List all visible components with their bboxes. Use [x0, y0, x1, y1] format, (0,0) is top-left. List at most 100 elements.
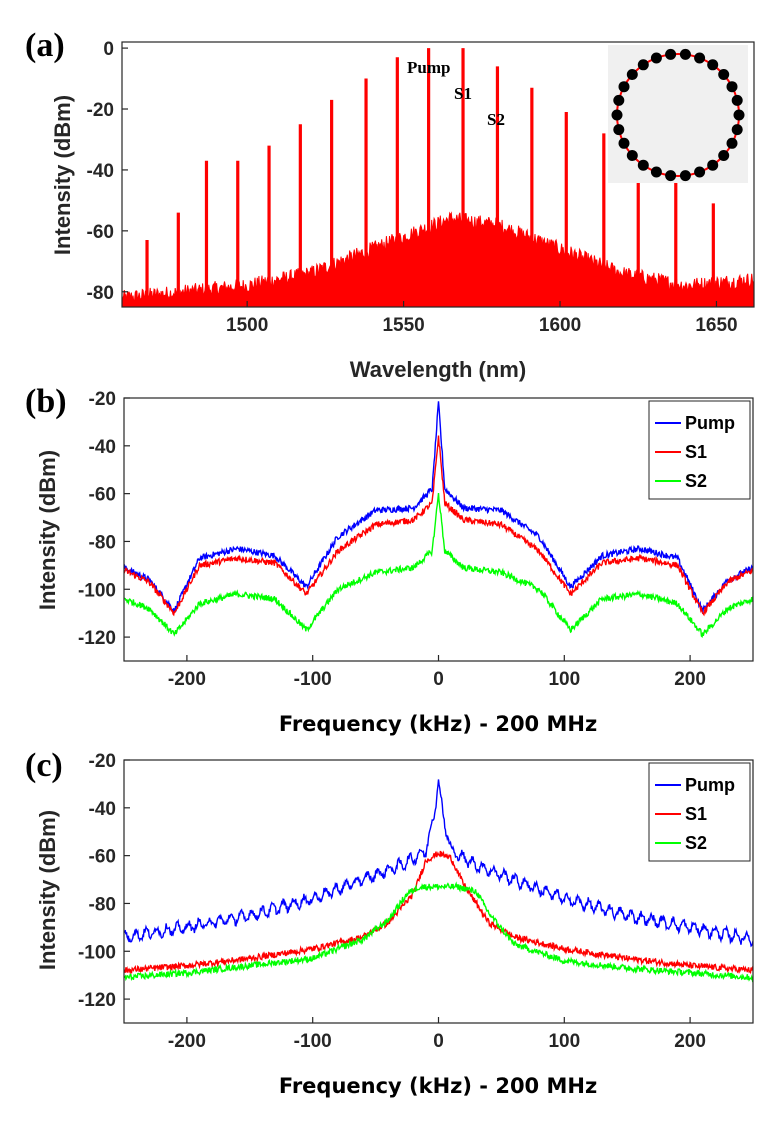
- panel-b-plot-area: [124, 401, 753, 638]
- panel-a-xtick-label: 1550: [382, 315, 424, 336]
- ring-dot: [707, 159, 719, 171]
- ring-dot: [726, 81, 738, 93]
- series-line-s2: [124, 881, 753, 983]
- panel-b-ytick-label: -20: [89, 389, 116, 410]
- series-line-pump: [124, 401, 753, 614]
- annotation-s1: S1: [454, 84, 472, 103]
- panel-a-ytick-label: -40: [87, 161, 114, 182]
- panel-c-ytick-label: -100: [78, 942, 116, 963]
- ring-dot: [613, 124, 625, 136]
- panel-a-label: (a): [25, 27, 65, 64]
- panel-c-ylabel: Intensity (dBm): [35, 810, 60, 970]
- panel-a-xlabel: Wavelength (nm): [350, 357, 526, 382]
- legend-label-s1: S1: [685, 804, 707, 824]
- ring-dot: [626, 69, 638, 80]
- ring-dot: [731, 124, 743, 136]
- panel-b-xtick-label: 0: [433, 669, 444, 690]
- ring-dot: [679, 170, 691, 182]
- ring-dot: [650, 166, 662, 178]
- ring-resonator-inset: [608, 45, 748, 183]
- panel-a-xtick-label: 1650: [695, 315, 737, 336]
- noise-floor-area: [122, 211, 754, 307]
- panel-b-legend: Pump S1 S2: [648, 400, 751, 500]
- panel-c-plot-area: [124, 779, 753, 983]
- panel-a-series: [122, 48, 754, 307]
- panel-c-ytick-label: -20: [89, 751, 116, 772]
- panel-b-xtick-label: 200: [674, 669, 706, 690]
- panel-b-xtick-label: -200: [168, 669, 206, 690]
- panel-b: (b) -200 -100 0 100 200-20-40-60-80-100-120 …: [25, 383, 754, 736]
- panel-b-ytick-label: -40: [89, 437, 116, 458]
- panel-c-xlabel: Frequency (kHz) - 200 MHz: [279, 1074, 597, 1098]
- panel-a-ytick-label: -60: [87, 222, 114, 243]
- panel-a-axes-box: [121, 41, 755, 308]
- legend-label-pump: Pump: [685, 775, 735, 795]
- panel-b-ytick-label: -100: [78, 580, 116, 601]
- panel-a-ytick-label: -80: [87, 283, 114, 304]
- panel-c-ytick-label: -80: [89, 894, 116, 915]
- panel-a-ticks: 1500 1550 1600 1650 0 -20 -40 -60 -80: [87, 39, 738, 336]
- panel-c-xtick-label: -100: [294, 1031, 332, 1052]
- ring-dot: [665, 48, 677, 60]
- panel-a-xtick-label: 1600: [539, 315, 581, 336]
- ring-dot: [726, 137, 738, 149]
- panel-c-xtick-label: -200: [168, 1031, 206, 1052]
- panel-a: (a) 1500 1550 1600 1650 0 -20 -40 -60 -80 Wavele…: [25, 27, 755, 382]
- ring-dot: [650, 52, 662, 64]
- panel-b-ytick-label: -60: [89, 485, 116, 506]
- ring-dot: [618, 137, 630, 149]
- panel-b-ytick-label: -120: [78, 628, 116, 649]
- panel-a-plot-area: [122, 48, 754, 307]
- panel-b-ylabel: Intensity (dBm): [35, 450, 60, 610]
- panel-c-label: (c): [25, 747, 63, 784]
- ring-dot: [718, 150, 730, 161]
- ring-dot: [731, 94, 743, 106]
- series-line-s1: [124, 435, 753, 617]
- panel-b-xlabel: Frequency (kHz) - 200 MHz: [279, 712, 597, 736]
- ring-dot: [618, 81, 630, 93]
- panel-c-ytick-label: -40: [89, 799, 116, 820]
- panel-b-label: (b): [25, 383, 67, 420]
- ring-dot: [611, 109, 623, 121]
- ring-dot: [613, 94, 625, 106]
- ring-dot: [637, 159, 649, 171]
- panel-b-ticks: -200 -100 0 100 200 -20 -40 -60 -80 -100 -120: [78, 389, 706, 690]
- legend-label-s1: S1: [685, 442, 707, 462]
- panel-c-xtick-label: 0: [433, 1031, 444, 1052]
- panel-a-xtick-label: 1500: [226, 315, 268, 336]
- ring-dot: [707, 59, 719, 71]
- panel-b-xtick-label: 100: [548, 669, 580, 690]
- panel-a-ytick-label: -20: [87, 100, 114, 121]
- legend-box: [648, 400, 751, 500]
- panel-c-ytick-label: -120: [78, 990, 116, 1011]
- panel-a-ylabel: Intensity (dBm): [50, 95, 75, 255]
- legend-label-s2: S2: [685, 833, 707, 853]
- series-line-s2: [124, 493, 753, 638]
- legend-box: [648, 762, 751, 862]
- series-line-s1: [124, 850, 753, 975]
- ring-dot: [694, 52, 706, 64]
- ring-dot: [679, 48, 691, 60]
- ring-dot: [694, 166, 706, 178]
- panel-c-ticks: -200 -100 0 100 200 -20 -40 -60 -80 -100 -120: [78, 751, 706, 1052]
- legend-label-pump: Pump: [685, 413, 735, 433]
- panel-c-series: [124, 779, 753, 983]
- panel-b-ytick-label: -80: [89, 532, 116, 553]
- panel-c-xtick-label: 200: [674, 1031, 706, 1052]
- ring-dot: [733, 109, 745, 121]
- panel-c-legend: Pump S1 S2: [648, 762, 751, 862]
- annotation-s2: S2: [487, 110, 505, 129]
- ring-dot: [665, 170, 677, 182]
- panel-c: (c) -200 -100 0 100 200-20-40-60-80-100-120 …: [25, 747, 754, 1098]
- inset-background: [608, 45, 748, 183]
- annotation-pump: Pump: [407, 58, 450, 77]
- panel-c-xtick-label: 100: [548, 1031, 580, 1052]
- series-line-pump: [124, 779, 753, 948]
- ring-dot: [626, 150, 638, 161]
- panel-b-series: [124, 401, 753, 638]
- panel-c-ytick-label: -60: [89, 847, 116, 868]
- ring-dot: [637, 59, 649, 71]
- ring-dot: [718, 69, 730, 80]
- panel-b-xtick-label: -100: [294, 669, 332, 690]
- panel-a-ytick-label: 0: [103, 39, 114, 60]
